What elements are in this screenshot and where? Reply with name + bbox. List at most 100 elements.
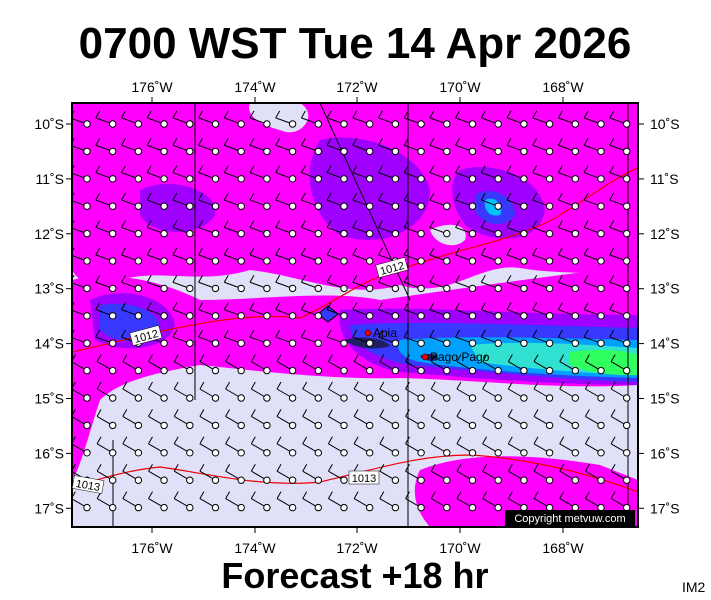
barb-feather (95, 192, 101, 201)
barb-feather (146, 137, 152, 146)
isobar-label: 1013 (71, 475, 105, 494)
station (366, 312, 374, 320)
station (468, 284, 477, 293)
barb-feather (609, 192, 615, 201)
barb-feather (610, 354, 616, 362)
barb-feather (482, 381, 488, 390)
barb-feather (172, 165, 178, 173)
station (443, 366, 451, 375)
barb-feather (609, 302, 615, 310)
barb-feather (507, 354, 513, 362)
station (623, 147, 631, 156)
station (571, 257, 579, 265)
barb-feather (533, 436, 539, 445)
barb-feather (198, 329, 204, 338)
place-dot (421, 353, 429, 361)
station (443, 394, 451, 402)
barb-feather (506, 329, 512, 338)
barb-feather (507, 463, 513, 472)
barb-feather (583, 247, 589, 256)
station (443, 202, 451, 210)
barb-feather (250, 409, 256, 417)
lat-label: 17˚S (34, 500, 64, 516)
station (443, 257, 451, 265)
barb-feather (532, 302, 538, 310)
barb-feather (275, 192, 281, 201)
barb-feather (249, 302, 255, 310)
barb-feather (302, 409, 308, 417)
barb-feather (249, 329, 255, 338)
barb-feather (250, 491, 256, 499)
barb-feather (275, 165, 281, 173)
barb-feather (353, 354, 359, 362)
station (237, 503, 245, 512)
barb-feather (121, 165, 126, 173)
station (571, 476, 579, 484)
barb-feather (300, 274, 306, 283)
station (545, 366, 554, 375)
station (417, 147, 425, 156)
station (494, 476, 502, 484)
barb-feather (122, 463, 128, 472)
station (623, 421, 631, 430)
barb-feather (430, 491, 436, 499)
station (109, 257, 117, 265)
station (211, 339, 220, 347)
station (468, 476, 477, 484)
barb-feather (122, 436, 128, 445)
barb-feather (173, 436, 179, 445)
station (288, 449, 297, 457)
station (109, 147, 117, 156)
station (340, 421, 348, 430)
station (623, 394, 631, 402)
station (443, 339, 451, 347)
lat-label: 15˚S (650, 391, 680, 407)
barb-feather (146, 110, 152, 119)
station (263, 503, 271, 512)
barb-feather (430, 409, 436, 417)
station (366, 147, 374, 156)
station (314, 366, 322, 375)
station (288, 366, 297, 375)
barb-feather (199, 463, 205, 472)
barb-feather (379, 409, 385, 417)
barb-feather (302, 354, 308, 362)
station (288, 284, 297, 293)
station (109, 202, 117, 210)
barb-feather (275, 110, 281, 119)
barb-feather (378, 137, 383, 146)
barb-feather (532, 110, 538, 119)
barb-feather (300, 220, 306, 228)
barb-feather (302, 381, 308, 390)
station (468, 202, 477, 210)
station (571, 229, 579, 238)
station (134, 366, 143, 375)
station (443, 312, 451, 320)
station (263, 284, 271, 293)
station (494, 120, 502, 128)
barb-feather (300, 302, 306, 310)
station (545, 229, 554, 238)
isobar-label-box (375, 257, 409, 278)
station (520, 476, 528, 484)
barb-feather (198, 137, 204, 146)
station (366, 366, 374, 375)
barb-feather (609, 220, 615, 228)
station (545, 147, 554, 156)
station (186, 284, 194, 293)
barb-feather (506, 137, 512, 146)
barb-feather (480, 110, 486, 119)
station (520, 175, 528, 183)
barb-feather (403, 137, 409, 146)
station (468, 312, 477, 320)
station (366, 257, 374, 265)
barb-feather (121, 274, 126, 283)
station (545, 312, 554, 320)
station (391, 202, 400, 210)
barb-feather (326, 192, 332, 201)
barb-feather (327, 409, 333, 417)
barb-feather (352, 329, 358, 338)
barb-feather (223, 247, 229, 256)
barb-feather (507, 436, 513, 445)
station (597, 257, 605, 265)
